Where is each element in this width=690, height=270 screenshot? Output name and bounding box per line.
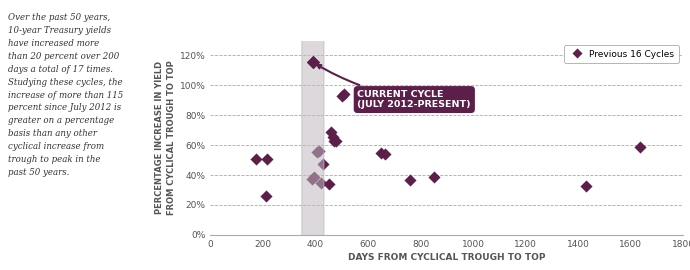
Point xyxy=(328,139,339,143)
X-axis label: DAYS FROM CYCLICAL TROUGH TO TOP: DAYS FROM CYCLICAL TROUGH TO TOP xyxy=(348,253,546,262)
Point xyxy=(580,183,591,188)
Point xyxy=(634,144,645,149)
Text: HISTORICAL PERCENTAGE INCREASE IN 10-YEAR TREASURY YIELD: HISTORICAL PERCENTAGE INCREASE IN 10-YEA… xyxy=(229,15,611,25)
Point xyxy=(308,175,319,180)
Text: CURRENT CYCLE
(JULY 2012-PRESENT): CURRENT CYCLE (JULY 2012-PRESENT) xyxy=(317,65,471,109)
Point xyxy=(375,151,386,156)
Point xyxy=(260,194,271,198)
Point xyxy=(318,162,329,166)
Point xyxy=(428,174,439,179)
Point xyxy=(331,139,342,143)
Point xyxy=(323,182,334,186)
Y-axis label: PERCENTAGE INCREASE IN YIELD
FROM CYCLICAL TROUGH TO TOP: PERCENTAGE INCREASE IN YIELD FROM CYCLIC… xyxy=(155,60,175,215)
Point xyxy=(314,149,325,153)
Text: Over the past 50 years,
10-year Treasury yields
have increased more
than 20 perc: Over the past 50 years, 10-year Treasury… xyxy=(8,14,123,177)
Point xyxy=(327,135,338,139)
Point xyxy=(315,181,326,185)
Point xyxy=(307,60,318,64)
Point xyxy=(339,92,350,96)
Point xyxy=(404,178,415,183)
Point xyxy=(262,157,273,161)
Point xyxy=(251,157,262,161)
Point xyxy=(306,177,317,181)
Point xyxy=(326,130,337,134)
Point xyxy=(311,150,322,154)
Legend: Previous 16 Cycles: Previous 16 Cycles xyxy=(564,45,678,63)
Point xyxy=(307,60,318,64)
Point xyxy=(380,152,391,156)
Point xyxy=(336,94,347,98)
Circle shape xyxy=(302,0,324,270)
